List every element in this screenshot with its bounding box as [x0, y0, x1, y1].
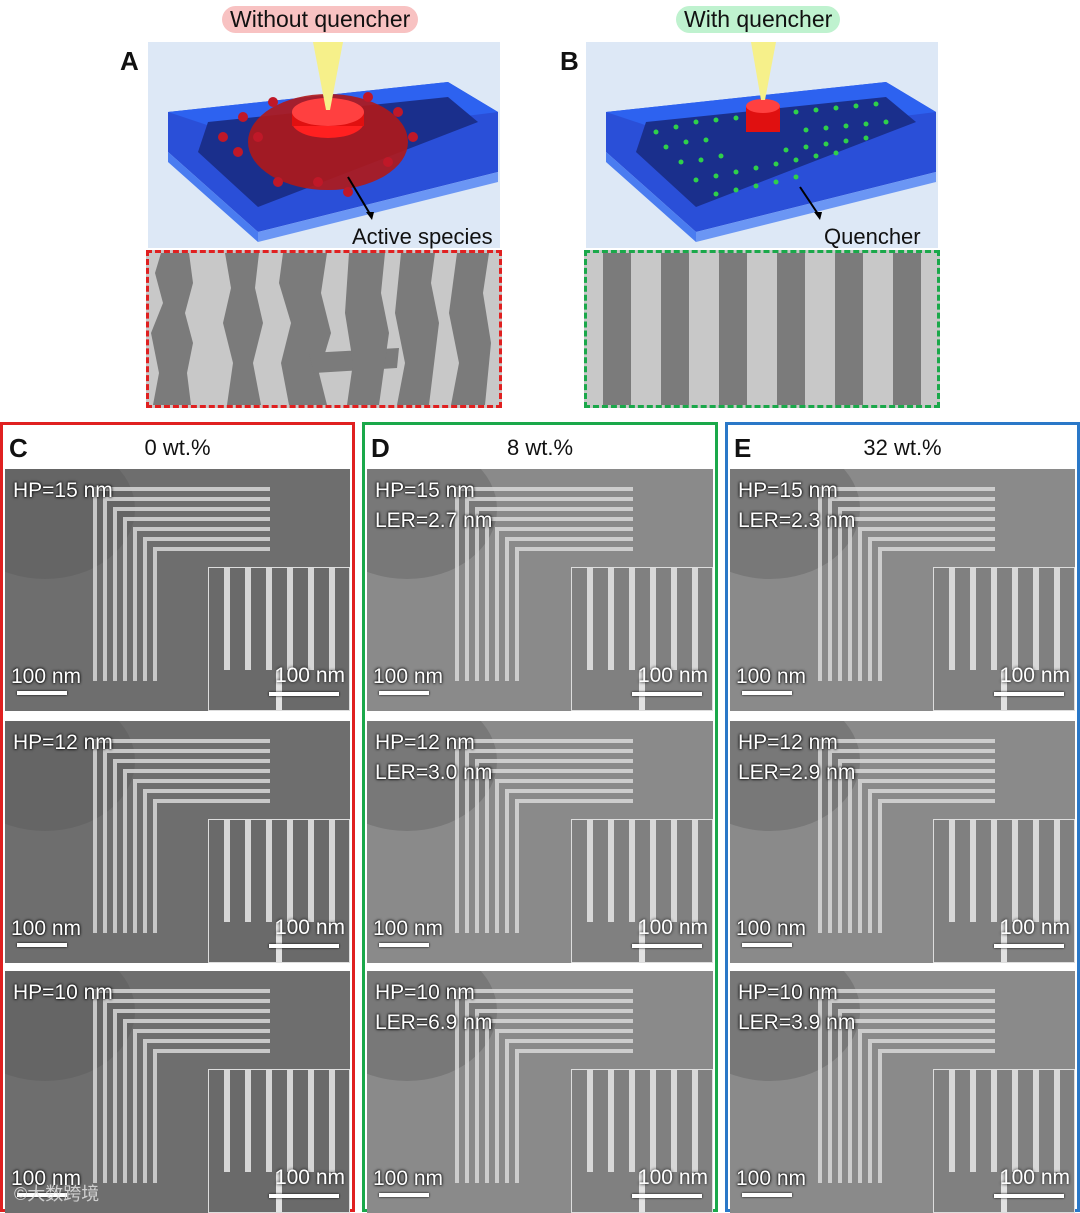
inset-scale-bar [269, 1194, 339, 1198]
half-pitch-label: HP=15 nm [13, 479, 113, 502]
panel-letter-d: D [371, 433, 390, 463]
scale-bar [17, 691, 67, 695]
panel-a-schematic [148, 42, 500, 248]
inset-scale-label: 100 nm [999, 1166, 1070, 1189]
half-pitch-label: HP=10 nm [13, 981, 113, 1004]
zoom-inset: 100 nm [571, 819, 713, 963]
scale-bar [17, 1193, 67, 1197]
panel-letter-e: E [734, 433, 752, 463]
panel-b-schematic [586, 42, 938, 248]
ler-label: LER=2.3 nm [738, 509, 856, 532]
scale-bar [17, 943, 67, 947]
zoom-inset: 100 nm [208, 567, 350, 711]
resist-illustration-b [606, 42, 936, 242]
inset-scale-label: 100 nm [274, 1166, 345, 1189]
zoom-inset: 100 nm [571, 1069, 713, 1213]
zoom-inset: 100 nm [933, 819, 1075, 963]
resist-illustration-a [168, 42, 498, 242]
scale-bar [742, 691, 792, 695]
sem-image: HP=10 nm LER=6.9 nm 100 nm 100 nm [367, 971, 713, 1213]
scale-bar-label: 100 nm [736, 665, 807, 688]
zoom-inset: 100 nm [208, 819, 350, 963]
sem-image: HP=12 nm 100 nm 100 nm [5, 721, 350, 963]
sem-image: HP=10 nm LER=3.9 nm 100 nm 100 nm [730, 971, 1075, 1213]
scale-bar-label: 100 nm [11, 917, 82, 940]
scale-bar-label: 100 nm [11, 665, 82, 688]
scale-bar [742, 1193, 792, 1197]
column-title-e: 32 wt.% [863, 435, 942, 460]
panel-letter-b: B [560, 46, 579, 76]
half-pitch-label: HP=10 nm [738, 981, 838, 1004]
panel-a-title: Without quencher [222, 6, 419, 33]
ler-label: LER=6.9 nm [375, 1011, 493, 1034]
ler-label: LER=2.9 nm [738, 761, 856, 784]
inset-scale-bar [994, 692, 1064, 696]
sem-image: HP=10 nm 100 nm 100 nm [5, 971, 350, 1213]
ler-label: LER=2.7 nm [375, 509, 493, 532]
sem-image: HP=15 nm LER=2.3 nm 100 nm 100 nm [730, 469, 1075, 711]
sem-image: HP=15 nm LER=2.7 nm 100 nm 100 nm [367, 469, 713, 711]
half-pitch-label: HP=15 nm [375, 479, 475, 502]
column-c: C 0 wt.% HP=15 nm 100 nm 100 nm HP=12 nm 100 n… [0, 422, 355, 1213]
column-e: E 32 wt.% HP=15 nm LER=2.3 nm 100 nm 100 nm HP… [725, 422, 1080, 1213]
inset-scale-label: 100 nm [274, 916, 345, 939]
scale-bar [742, 943, 792, 947]
zoom-inset: 100 nm [933, 1069, 1075, 1213]
inset-scale-bar [269, 944, 339, 948]
inset-scale-label: 100 nm [999, 916, 1070, 939]
column-title-d: 8 wt.% [506, 435, 574, 460]
scale-bar-label: 100 nm [736, 1167, 807, 1190]
scale-bar-label: 100 nm [11, 1167, 82, 1190]
watermark: ©大数跨境 [14, 1184, 100, 1204]
half-pitch-label: HP=15 nm [738, 479, 838, 502]
zoom-inset: 100 nm [933, 567, 1075, 711]
half-pitch-label: HP=12 nm [738, 731, 838, 754]
panel-letter-a: A [120, 46, 139, 76]
inset-scale-bar [632, 692, 702, 696]
ler-label: LER=3.0 nm [375, 761, 493, 784]
half-pitch-label: HP=10 nm [375, 981, 475, 1004]
zoom-inset: 100 nm [571, 567, 713, 711]
scale-bar [379, 1193, 429, 1197]
sem-image: HP=12 nm LER=3.0 nm 100 nm 100 nm [367, 721, 713, 963]
rough-line-pattern [151, 253, 491, 405]
panel-letter-c: C [9, 433, 28, 463]
active-species-label: Active species [352, 224, 493, 249]
quencher-label: Quencher [824, 224, 921, 249]
inset-scale-bar [994, 1194, 1064, 1198]
scale-bar-label: 100 nm [373, 917, 444, 940]
smooth-line-pattern [603, 253, 921, 405]
scale-bar-label: 100 nm [373, 1167, 444, 1190]
inset-scale-label: 100 nm [274, 664, 345, 687]
inset-scale-label: 100 nm [637, 664, 708, 687]
half-pitch-label: HP=12 nm [375, 731, 475, 754]
scale-bar [379, 943, 429, 947]
scale-bar-label: 100 nm [373, 665, 444, 688]
inset-scale-bar [632, 1194, 702, 1198]
inset-scale-bar [269, 692, 339, 696]
inset-scale-bar [994, 944, 1064, 948]
ler-label: LER=3.9 nm [738, 1011, 856, 1034]
inset-scale-label: 100 nm [999, 664, 1070, 687]
half-pitch-label: HP=12 nm [13, 731, 113, 754]
inset-scale-bar [632, 944, 702, 948]
panel-a-pattern [146, 250, 502, 408]
column-title-c: 0 wt.% [144, 435, 211, 460]
panel-b-title: With quencher [676, 6, 841, 33]
panel-b-pattern [584, 250, 940, 408]
inset-scale-label: 100 nm [637, 1166, 708, 1189]
scale-bar [379, 691, 429, 695]
zoom-inset: 100 nm [208, 1069, 350, 1213]
sem-image: HP=15 nm 100 nm 100 nm [5, 469, 350, 711]
inset-scale-label: 100 nm [637, 916, 708, 939]
sem-image: HP=12 nm LER=2.9 nm 100 nm 100 nm [730, 721, 1075, 963]
scale-bar-label: 100 nm [736, 917, 807, 940]
